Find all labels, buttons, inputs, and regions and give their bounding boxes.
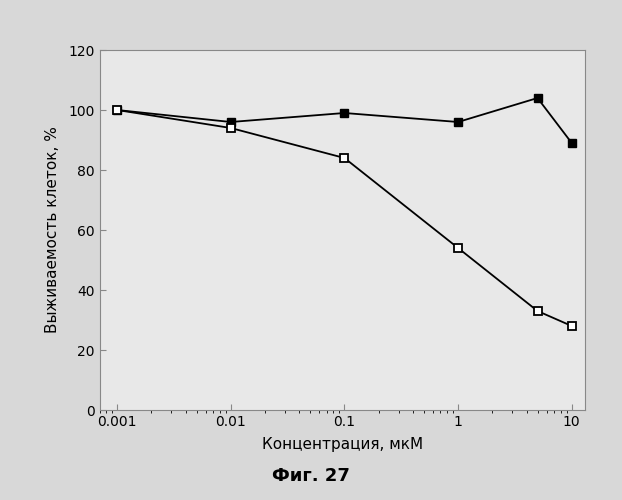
Y-axis label: Выживаемость клеток, %: Выживаемость клеток, % <box>45 126 60 334</box>
X-axis label: Концентрация, мкМ: Концентрация, мкМ <box>261 437 423 452</box>
Text: Фиг. 27: Фиг. 27 <box>272 467 350 485</box>
